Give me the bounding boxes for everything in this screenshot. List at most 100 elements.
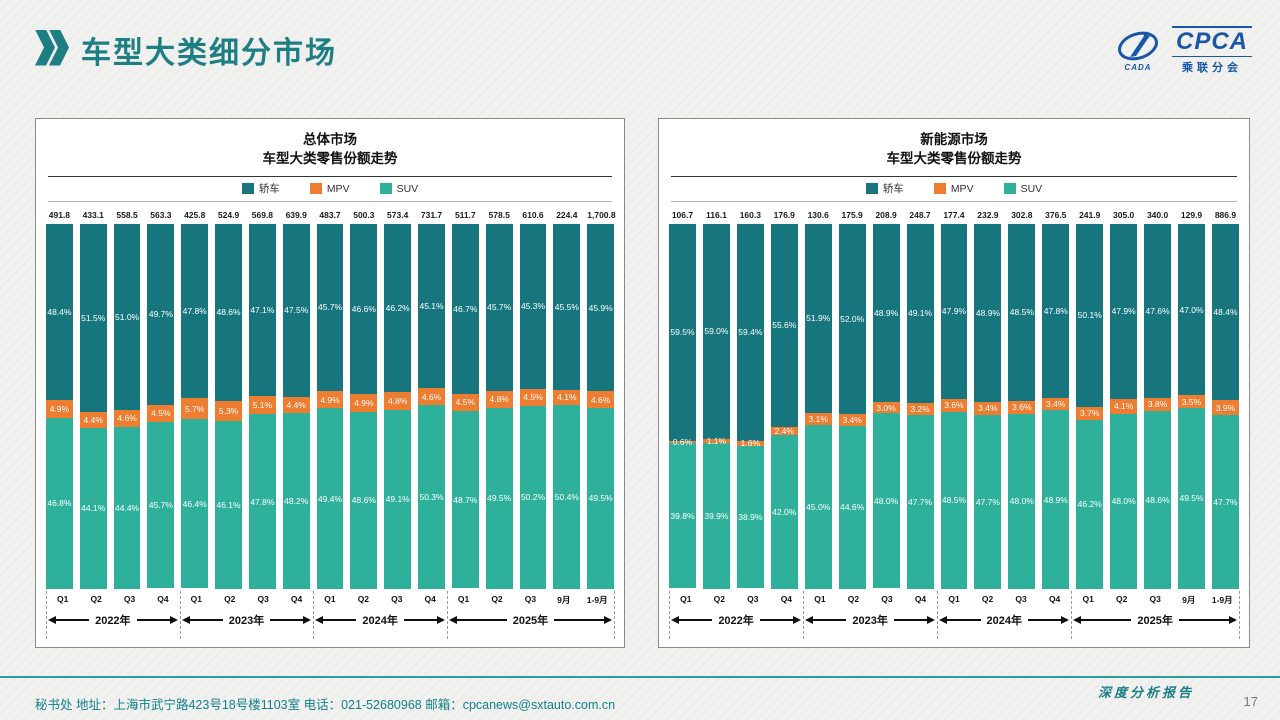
page-title: 车型大类细分市场: [81, 37, 337, 70]
bar-column: 491.8 48.4% 4.9% 46.8%: [46, 210, 73, 589]
segment-percent-label: 47.7%: [1213, 496, 1238, 507]
segment-percent-label: 48.4%: [47, 307, 72, 318]
page-header: 车型大类细分市场: [35, 28, 337, 72]
segment-percent-label: 51.5%: [81, 312, 106, 323]
bar-segment-sedan: 59.0%: [702, 223, 730, 440]
stacked-bar: 48.4% 3.9% 47.7%: [1212, 223, 1239, 589]
stacked-bar: 48.6% 5.3% 46.1%: [215, 223, 242, 589]
quarter-label: Q1: [680, 593, 692, 604]
bar-segment-sedan: 47.1%: [248, 223, 276, 396]
bar-column: 130.6 51.9% 3.1% 45.0%: [804, 210, 832, 589]
year-group: 2023年: [180, 612, 314, 628]
segment-percent-label: 47.8%: [1043, 305, 1068, 316]
bar-segment-suv: 50.2%: [519, 405, 547, 589]
bar-segment-sedan: 55.6%: [770, 223, 798, 427]
arrow-left-icon: [671, 615, 679, 624]
year-arrow-line: [136, 618, 170, 621]
bar-total-label: 483.7: [319, 209, 341, 220]
bar-segment-mpv: 4.4%: [282, 397, 310, 414]
bar-segment-sedan: 49.7%: [147, 223, 175, 406]
bar-segment-suv: 44.4%: [113, 426, 141, 589]
segment-percent-label: 3.6%: [1012, 402, 1032, 413]
bar-segment-mpv: 4.5%: [147, 405, 175, 422]
quarter-label: Q2: [224, 593, 236, 604]
segment-percent-label: 3.6%: [944, 400, 964, 411]
quarter-label: Q3: [1149, 593, 1161, 604]
year-group: 2023年: [803, 612, 937, 628]
segment-percent-label: 3.9%: [1215, 402, 1236, 413]
year-group-separator: [937, 590, 939, 639]
quarter-label: Q1: [948, 593, 960, 604]
bar-segment-sedan: 52.0%: [838, 223, 866, 414]
segment-percent-label: 50.4%: [554, 491, 579, 502]
bar-segment-sedan: 51.9%: [804, 223, 832, 414]
bar-segment-mpv: 4.9%: [46, 400, 73, 419]
stacked-bar: 47.8% 5.7% 46.4%: [181, 223, 209, 589]
segment-percent-label: 4.5%: [455, 397, 476, 408]
quarter-label: Q4: [290, 593, 303, 604]
bar-segment-mpv: 4.9%: [316, 390, 344, 409]
bar-segment-mpv: 3.7%: [1076, 406, 1104, 421]
bar-segment-mpv: 4.6%: [587, 391, 615, 409]
bar-total-label: 639.9: [285, 209, 307, 220]
segment-percent-label: 49.5%: [487, 493, 512, 504]
bar-segment-mpv: 3.0%: [872, 402, 900, 414]
year-group-separator: [446, 590, 448, 639]
stacked-bar: 59.0% 1.1% 39.9%: [702, 223, 730, 589]
segment-percent-label: 3.7%: [1080, 408, 1100, 419]
quarter-label: Q2: [1116, 593, 1128, 604]
bar-total-label: 305.0: [1113, 209, 1135, 220]
bar-segment-suv: 39.9%: [702, 443, 730, 589]
segment-percent-label: 4.8%: [489, 394, 509, 405]
legend-divider: [671, 200, 1237, 202]
year-label: 2023年: [228, 614, 265, 627]
arrow-left-icon: [939, 615, 948, 624]
quarter-label: Q4: [157, 593, 169, 604]
arrow-right-icon: [169, 615, 178, 624]
chart-panel-overall-market: 总体市场 车型大类零售份额走势 轿车 MPV SUV 491.8 48.4% 4.9% 4…: [35, 118, 625, 648]
segment-percent-label: 3.0%: [876, 402, 896, 413]
bar-column: 731.7 45.1% 4.6% 50.3%: [418, 210, 445, 589]
segment-percent-label: 46.1%: [216, 499, 241, 510]
segment-percent-label: 59.0%: [704, 326, 729, 337]
stacked-bar: 51.5% 4.4% 44.1%: [79, 223, 107, 589]
bar-column: 639.9 47.5% 4.4% 48.2%: [282, 209, 310, 589]
bar-segment-sedan: 48.5%: [1008, 223, 1036, 401]
segment-percent-label: 48.5%: [941, 495, 967, 506]
bar-total-label: 433.1: [82, 209, 104, 220]
arrow-left-icon: [181, 615, 190, 624]
arrow-left-icon: [315, 615, 324, 624]
segment-percent-label: 3.8%: [1147, 399, 1168, 410]
segment-percent-label: 49.7%: [148, 309, 173, 320]
year-group-separator: [803, 590, 805, 639]
stacked-bar: 45.3% 4.5% 50.2%: [519, 223, 547, 589]
segment-percent-label: 4.6%: [590, 394, 611, 405]
segment-percent-label: 47.0%: [1179, 304, 1204, 315]
bar-segment-mpv: 3.4%: [1042, 398, 1070, 411]
bar-column: 116.1 59.0% 1.1% 39.9%: [702, 210, 730, 589]
bar-segment-mpv: 1.6%: [736, 438, 764, 448]
bar-segment-sedan: 47.0%: [1178, 223, 1205, 396]
bar-segment-suv: 44.1%: [79, 427, 107, 589]
legend-swatch-icon: [379, 183, 392, 195]
segment-percent-label: 45.7%: [487, 302, 512, 313]
year-label: 2024年: [362, 614, 398, 627]
bar-column: 425.8 47.8% 5.7% 46.4%: [181, 210, 209, 589]
segment-percent-label: 49.5%: [588, 493, 613, 504]
bar-total-label: 376.5: [1045, 209, 1067, 220]
bar-segment-suv: 47.8%: [248, 414, 276, 589]
segment-percent-label: 48.6%: [1145, 495, 1170, 506]
stacked-bar: 47.5% 4.4% 48.2%: [282, 223, 310, 589]
quarter-label: Q3: [123, 593, 136, 604]
arrow-left-icon: [48, 615, 56, 624]
segment-percent-label: 59.4%: [738, 327, 763, 338]
segment-percent-label: 52.0%: [840, 313, 865, 324]
bar-segment-sedan: 45.1%: [418, 223, 445, 389]
bar-column: 175.9 52.0% 3.4% 44.6%: [838, 210, 866, 589]
cpca-wordmark: CPCA: [1171, 26, 1252, 57]
stacked-bar: 49.7% 4.5% 45.7%: [147, 223, 175, 589]
stacked-bar: 46.2% 4.8% 49.1%: [384, 223, 412, 589]
legend-label: SUV: [396, 182, 419, 195]
segment-percent-label: 51.9%: [806, 313, 831, 324]
segment-percent-label: 44.6%: [840, 502, 865, 513]
